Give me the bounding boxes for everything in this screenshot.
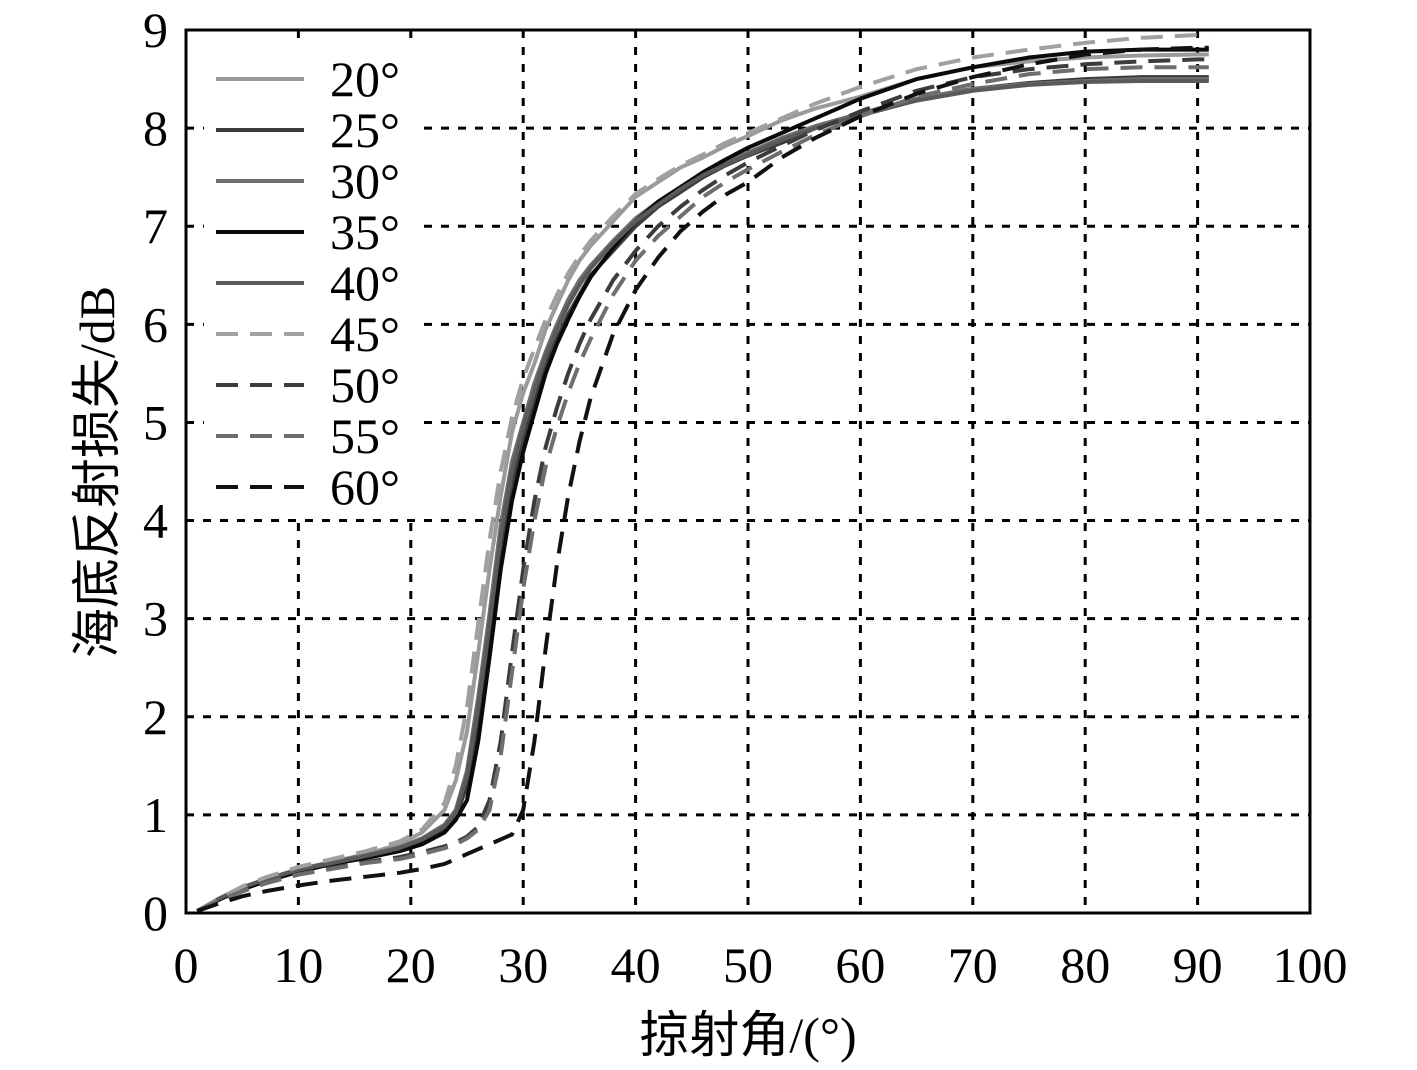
y-tick-label: 4 bbox=[143, 493, 168, 549]
series-line bbox=[196, 57, 1209, 913]
legend-label: 25° bbox=[330, 102, 400, 158]
y-tick-label: 9 bbox=[143, 2, 168, 58]
x-axis-title: 掠射角/(°) bbox=[639, 1007, 856, 1063]
legend-label: 50° bbox=[330, 357, 400, 413]
plot-area-frame bbox=[184, 28, 1312, 915]
legend-label: 35° bbox=[330, 204, 400, 260]
legend: 20°25°30°35°40°45°50°55°60° bbox=[204, 44, 418, 515]
legend-label: 20° bbox=[330, 51, 400, 107]
x-tick-label: 10 bbox=[273, 937, 323, 993]
y-tick-label: 0 bbox=[143, 885, 168, 941]
y-tick-label: 1 bbox=[143, 787, 168, 843]
y-tick-label: 3 bbox=[143, 591, 168, 647]
x-tick-label: 20 bbox=[386, 937, 436, 993]
x-tick-label: 80 bbox=[1060, 937, 1110, 993]
x-tick-label: 40 bbox=[611, 937, 661, 993]
legend-label: 45° bbox=[330, 306, 400, 362]
y-tick-label: 8 bbox=[143, 100, 168, 156]
x-tick-label: 90 bbox=[1173, 937, 1223, 993]
x-tick-label: 0 bbox=[174, 937, 199, 993]
y-tick-labels: 0 1 2 3 4 5 6 7 8 9 bbox=[143, 2, 168, 941]
y-tick-label: 5 bbox=[143, 394, 168, 450]
x-tick-label: 100 bbox=[1273, 937, 1348, 993]
x-tick-labels: 0 10 20 30 40 50 60 70 80 90 100 bbox=[174, 937, 1348, 993]
legend-label: 60° bbox=[330, 459, 400, 515]
legend-background bbox=[204, 44, 418, 514]
y-tick-label: 6 bbox=[143, 296, 168, 352]
y-tick-label: 2 bbox=[143, 689, 168, 745]
legend-label: 30° bbox=[330, 153, 400, 209]
y-axis-title: 海底反射损失/dB bbox=[69, 286, 125, 658]
series-lines bbox=[196, 32, 1209, 913]
series-line bbox=[196, 32, 1209, 913]
series-line bbox=[196, 45, 1209, 913]
x-tick-label: 50 bbox=[723, 937, 773, 993]
legend-label: 40° bbox=[330, 255, 400, 311]
x-tick-label: 30 bbox=[498, 937, 548, 993]
legend-label: 55° bbox=[330, 408, 400, 464]
y-tick-label: 7 bbox=[143, 198, 168, 254]
x-tick-label: 70 bbox=[948, 937, 998, 993]
x-tick-label: 60 bbox=[835, 937, 885, 993]
series-line bbox=[196, 47, 1209, 913]
